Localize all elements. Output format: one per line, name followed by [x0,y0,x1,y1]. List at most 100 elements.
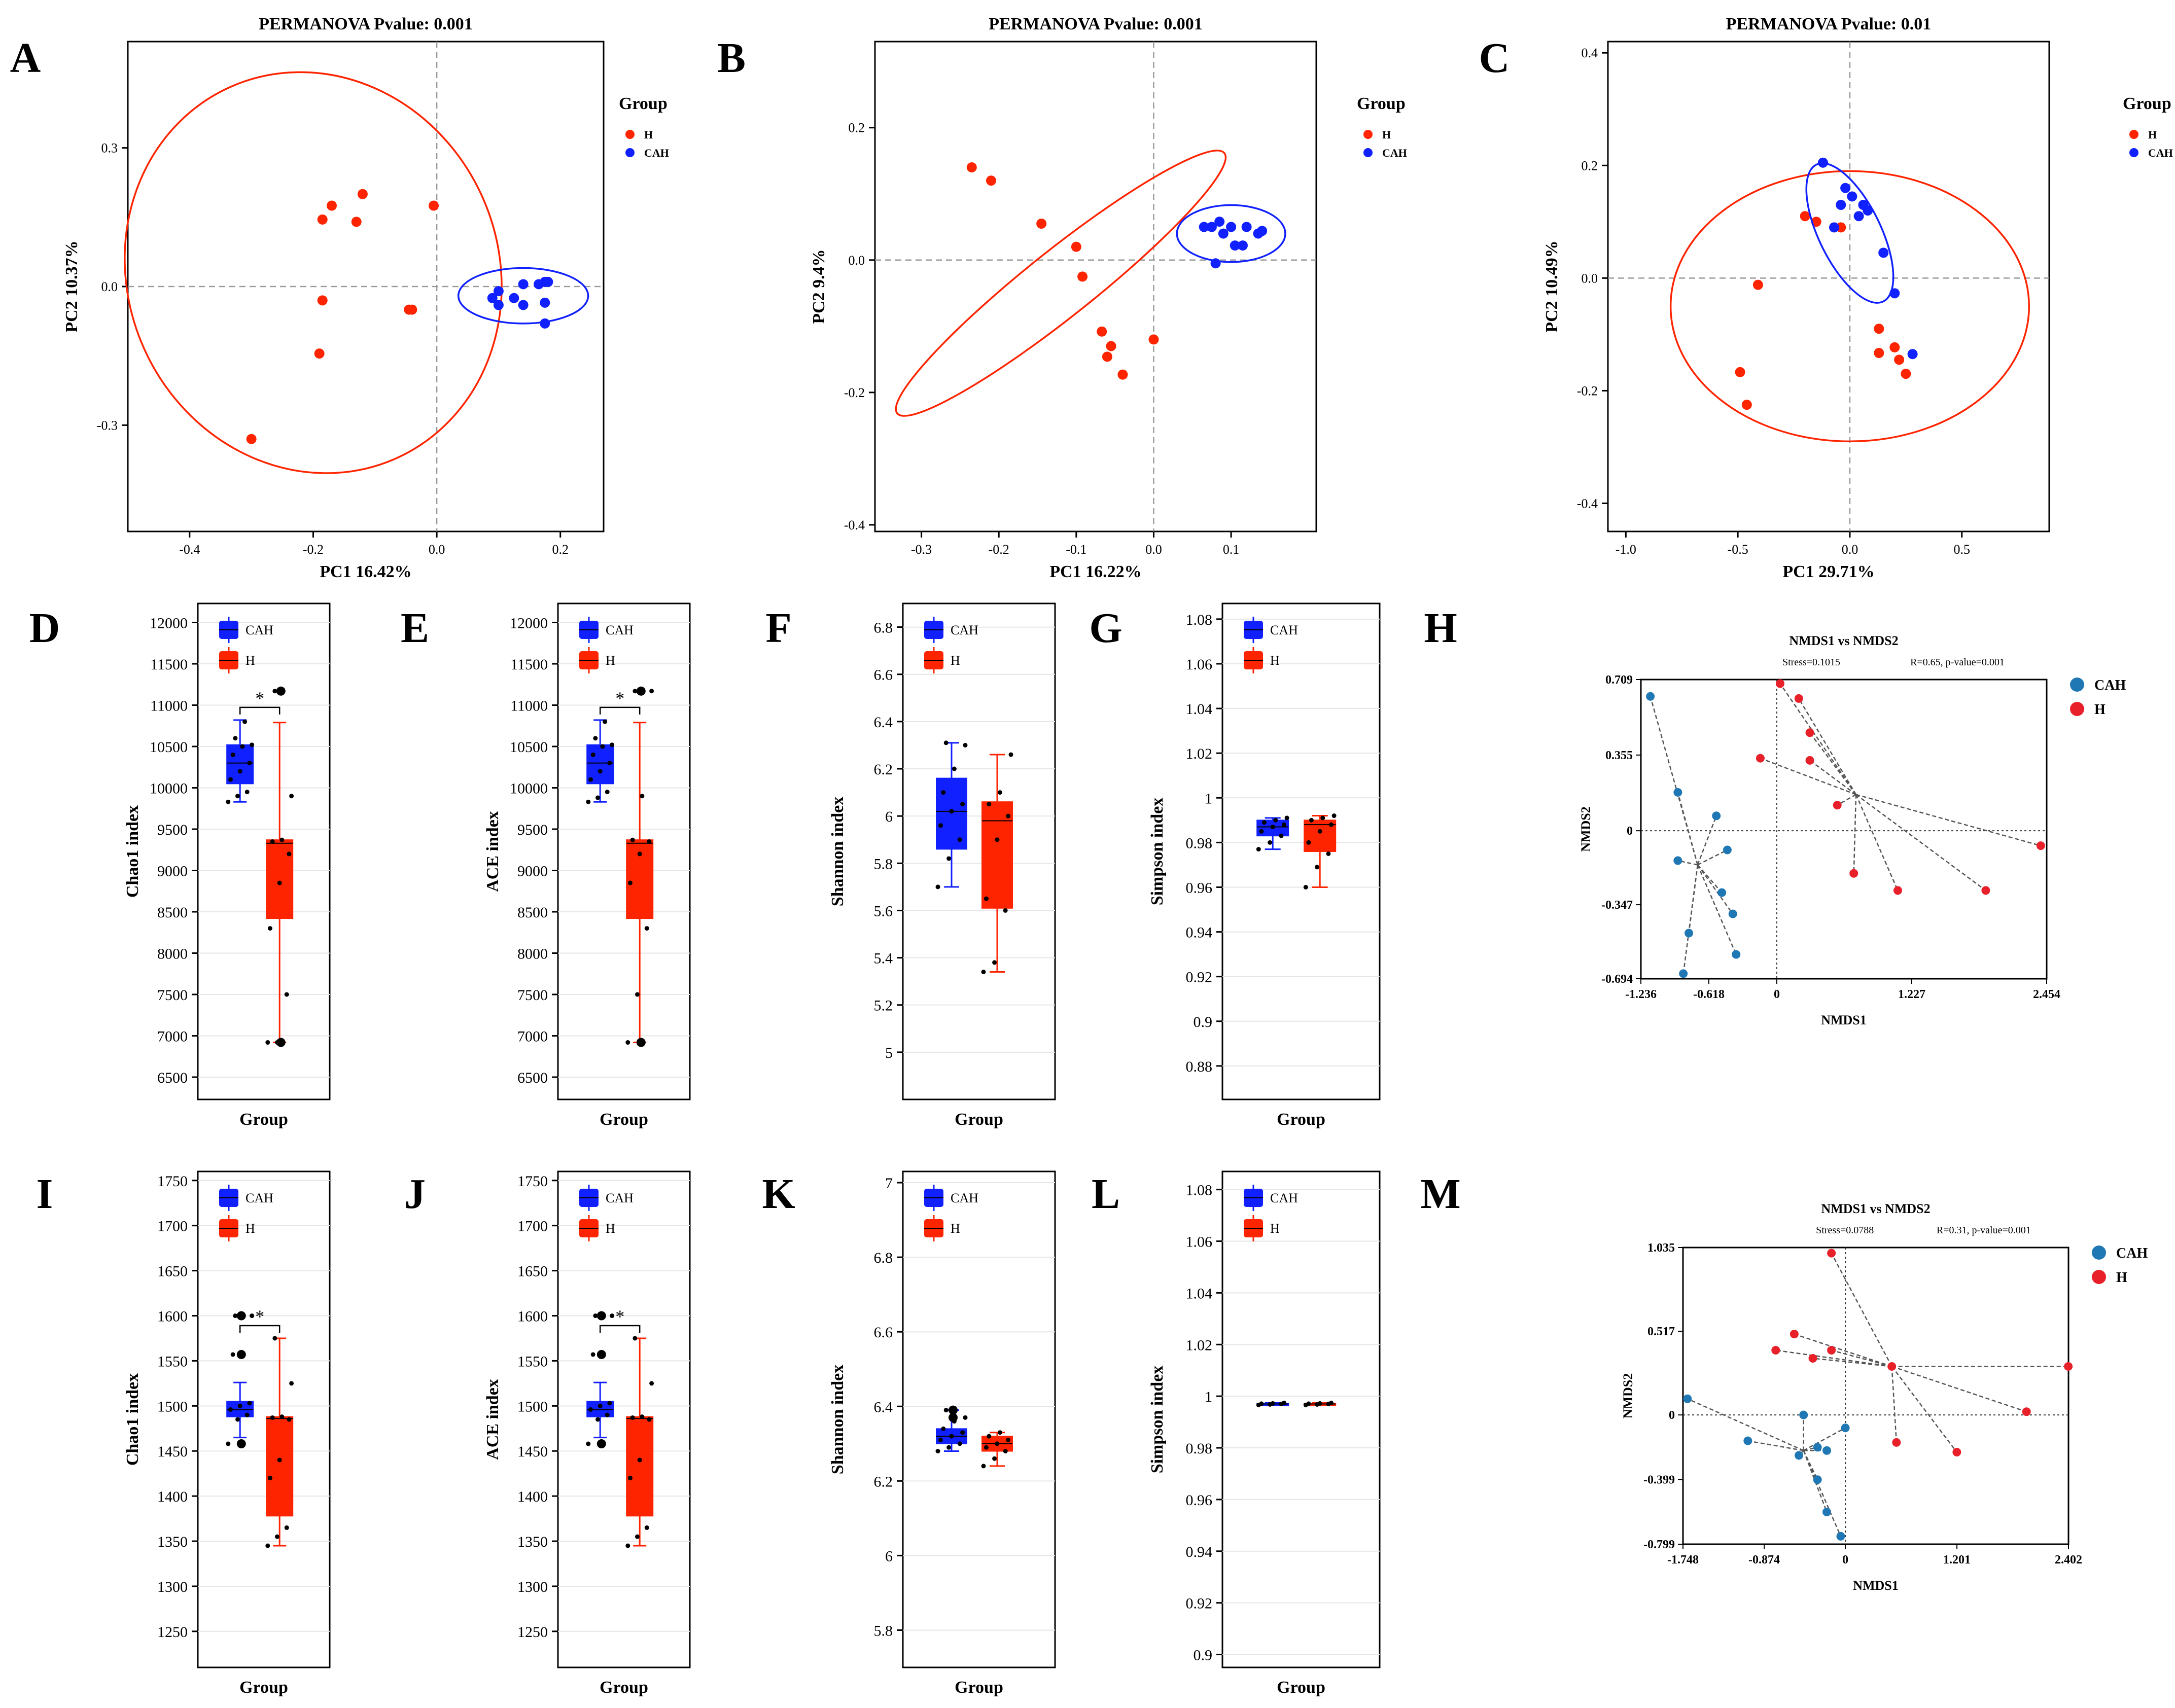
y-tick-label: 1650 [517,1263,548,1280]
data-point-h [1805,728,1814,737]
plot-frame [902,602,1056,1100]
data-point-cah [1836,200,1846,210]
y-tick-label: 6.2 [874,1473,893,1490]
data-point-h [284,1525,289,1530]
outlier-cah [236,1311,246,1321]
data-point-cah [1256,847,1261,852]
data-point-h [1981,886,1990,895]
data-point-cah [600,744,605,749]
legend-key-h [2092,1270,2106,1284]
data-point-cah [1230,240,1240,251]
x-axis-label: Group [955,1678,1003,1697]
y-tick-label: 6.6 [874,667,893,684]
legend-label-cah: CAH [1382,147,1407,159]
legend-label-cah: CAH [2094,678,2126,693]
data-point-cah [946,856,952,861]
data-point-h [1331,813,1337,819]
spider-line-cah [1677,792,1699,865]
y-tick-label: 7000 [157,1028,188,1045]
y-tick-label: -0.4 [1577,496,1598,511]
y-tick-label: 1.06 [1186,656,1213,673]
legend-key-cah [2092,1246,2106,1260]
y-tick-label: 11000 [150,697,188,714]
x-tick-label: -0.4 [179,542,200,557]
box-cah [936,777,967,850]
data-point-h [265,1040,270,1045]
y-tick-label: 1.02 [1186,745,1213,762]
legend-label-h: H [2094,702,2106,718]
y-tick-label: 0.98 [1186,1440,1213,1457]
y-tick-label: 1250 [157,1624,188,1641]
y-tick-label: 7500 [517,987,548,1004]
box-h [266,839,294,919]
x-tick-label: -0.618 [1693,988,1725,1001]
legend-label-cah: CAH [606,623,634,637]
data-point-h [1077,271,1088,282]
x-tick-label: -0.874 [1748,1553,1780,1567]
data-point-h [1306,1401,1311,1406]
data-point-cah [1836,1532,1845,1541]
data-point-h [1317,829,1322,834]
plot-frame [1221,602,1381,1100]
y-tick-label: -0.347 [1601,899,1633,912]
spider-line-h [1760,758,1856,795]
data-point-cah [1863,205,1873,216]
data-point-h [317,214,328,225]
data-point-cah [1847,191,1857,202]
data-point-h [1071,241,1081,252]
outlier-cah [597,1311,606,1321]
significance-star: * [255,1306,264,1327]
data-point-h [647,839,652,844]
legend-key-h [625,130,635,139]
data-point-cah [247,1401,252,1406]
plot-title: PERMANOVA Pvalue: 0.01 [1726,15,1932,33]
plot-frame [557,602,691,1100]
data-point-cah [943,1408,949,1413]
data-point-h [966,162,977,173]
panel-l: L 0.9 0.92 0.94 0.96 0.98 1 1.02 1.04 1.06 1.08 CAH… [1092,1170,1381,1697]
y-tick-label: 8500 [517,904,548,921]
legend-key-h [2070,702,2084,716]
x-tick-label: 0.5 [1954,542,1971,557]
y-tick-label: 0.709 [1605,673,1633,687]
data-point-h [265,1543,270,1548]
data-point-h [1887,1362,1897,1371]
significance-bracket [599,706,641,715]
y-tick-label: 1.035 [1647,1241,1675,1255]
y-tick-label: 12000 [150,615,188,631]
x-tick-label: 2.402 [2055,1553,2082,1567]
data-point-cah [1679,969,1688,978]
data-point-cah [1259,1401,1264,1406]
data-point-cah [963,742,968,748]
data-point-h [1329,822,1334,827]
data-point-h [995,837,1000,842]
y-tick-label: 1450 [517,1443,548,1460]
y-tick-label: 1500 [157,1398,188,1415]
spider-line-h [1837,794,1856,806]
data-point-h [1320,815,1325,821]
x-axis-label: NMDS1 [1853,1578,1899,1593]
data-point-cah [233,736,238,741]
y-tick-label: 1 [1205,1389,1212,1405]
x-tick-label: -0.2 [303,542,324,557]
y-tick-label: -0.3 [97,418,118,433]
data-point-cah [235,1417,240,1422]
data-point-cah [1683,1394,1692,1403]
y-axis-label: ACE index [483,811,502,892]
y-tick-label: 1550 [517,1353,548,1370]
panel-f: F 5 5.2 5.4 5.6 5.8 6 6.2 6.4 6.6 6.8 CAH H Group Shan… [765,602,1056,1129]
legend-key-cah [625,148,635,157]
data-point-h [981,970,986,975]
x-axis-label: PC1 16.42% [320,562,411,581]
data-point-cah [237,1403,242,1408]
legend-label-cah: CAH [245,623,273,637]
data-point-cah [1799,1410,1808,1419]
data-point-cah [1907,349,1918,360]
x-axis-label: PC1 29.71% [1782,562,1874,581]
data-point-cah [1273,817,1278,823]
panel-label-c: C [1479,34,1510,82]
data-point-h [984,1445,989,1450]
data-point-cah [963,1415,968,1420]
data-point-h [287,1417,292,1422]
x-tick-label: 0.2 [552,542,569,557]
